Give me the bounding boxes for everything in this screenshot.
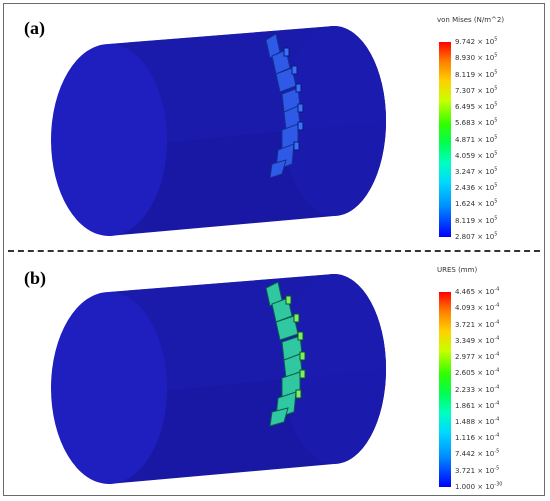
tick-label: 1.861 × 10-4 <box>455 400 500 410</box>
helical-part-teeth <box>285 295 306 399</box>
colorbar <box>439 292 451 487</box>
dashed-divider <box>8 250 540 252</box>
figure-frame: (a) <box>3 3 545 496</box>
cylinder-render-a <box>51 26 386 236</box>
tick-label: 3.721 × 10-4 <box>455 319 500 329</box>
tick-label: 2.233 × 10-4 <box>455 384 500 394</box>
tick-label: 1.000 × 10-30 <box>455 481 503 491</box>
cylinder-body-shade <box>109 26 386 144</box>
panel-a: (a) <box>4 4 544 246</box>
tick-label: 1.116 × 10-4 <box>455 432 500 443</box>
tick-label: 2.977 × 10-4 <box>455 351 500 361</box>
tick-label: 3.349 × 10-4 <box>455 335 500 345</box>
tick-label: 5.683 × 105 <box>455 117 498 128</box>
tick-label: 2.605 × 10-4 <box>455 367 500 378</box>
panel-label-b: (b) <box>24 268 46 288</box>
legend-title: von Mises (N/m^2) <box>437 16 505 24</box>
color-legend-a: von Mises (N/m^2) 9.742 × 105 8.930 × 10… <box>433 16 543 241</box>
cylinder-render-b <box>51 274 386 484</box>
legend-ticks: 9.742 × 105 8.930 × 105 8.119 × 105 7.30… <box>455 37 543 241</box>
tick-label: 7.442 × 10-5 <box>455 449 500 459</box>
helical-part-teeth <box>283 47 304 151</box>
legend-title: URES (mm) <box>437 266 478 274</box>
cylinder-body-shade <box>109 274 386 392</box>
tick-label: 8.119 × 105 <box>455 69 498 79</box>
tick-label: 1.624 × 105 <box>455 199 498 209</box>
tick-label: 6.495 × 105 <box>455 101 498 111</box>
tick-label: 3.721 × 10-5 <box>455 465 500 475</box>
tick-label: 9.742 × 105 <box>455 36 498 46</box>
tick-label: 2.807 × 105 <box>455 231 498 241</box>
tick-label: 8.119 × 105 <box>455 215 498 225</box>
panel-label-a: (a) <box>24 18 45 38</box>
legend-ticks: 4.465 × 10-4 4.093 × 10-4 3.721 × 10-4 3… <box>455 287 543 491</box>
panel-b: (b) <box>4 254 544 496</box>
cylinder-near-cap <box>51 292 167 484</box>
tick-label: 8.930 × 105 <box>455 52 498 63</box>
color-legend-b: URES (mm) 4.465 × 10-4 4.093 × 10-4 3.72… <box>433 266 543 491</box>
tick-label: 4.093 × 10-4 <box>455 302 500 313</box>
tick-label: 7.307 × 105 <box>455 85 498 95</box>
tick-label: 1.488 × 10-4 <box>455 416 500 426</box>
tick-label: 4.465 × 10-4 <box>455 286 500 296</box>
colorbar <box>439 42 451 237</box>
tick-label: 2.436 × 105 <box>455 182 498 193</box>
tick-label: 3.247 × 105 <box>455 166 498 176</box>
cylinder-near-cap <box>51 44 167 236</box>
tick-label: 4.059 × 105 <box>455 150 498 160</box>
tick-label: 4.871 × 105 <box>455 134 498 144</box>
